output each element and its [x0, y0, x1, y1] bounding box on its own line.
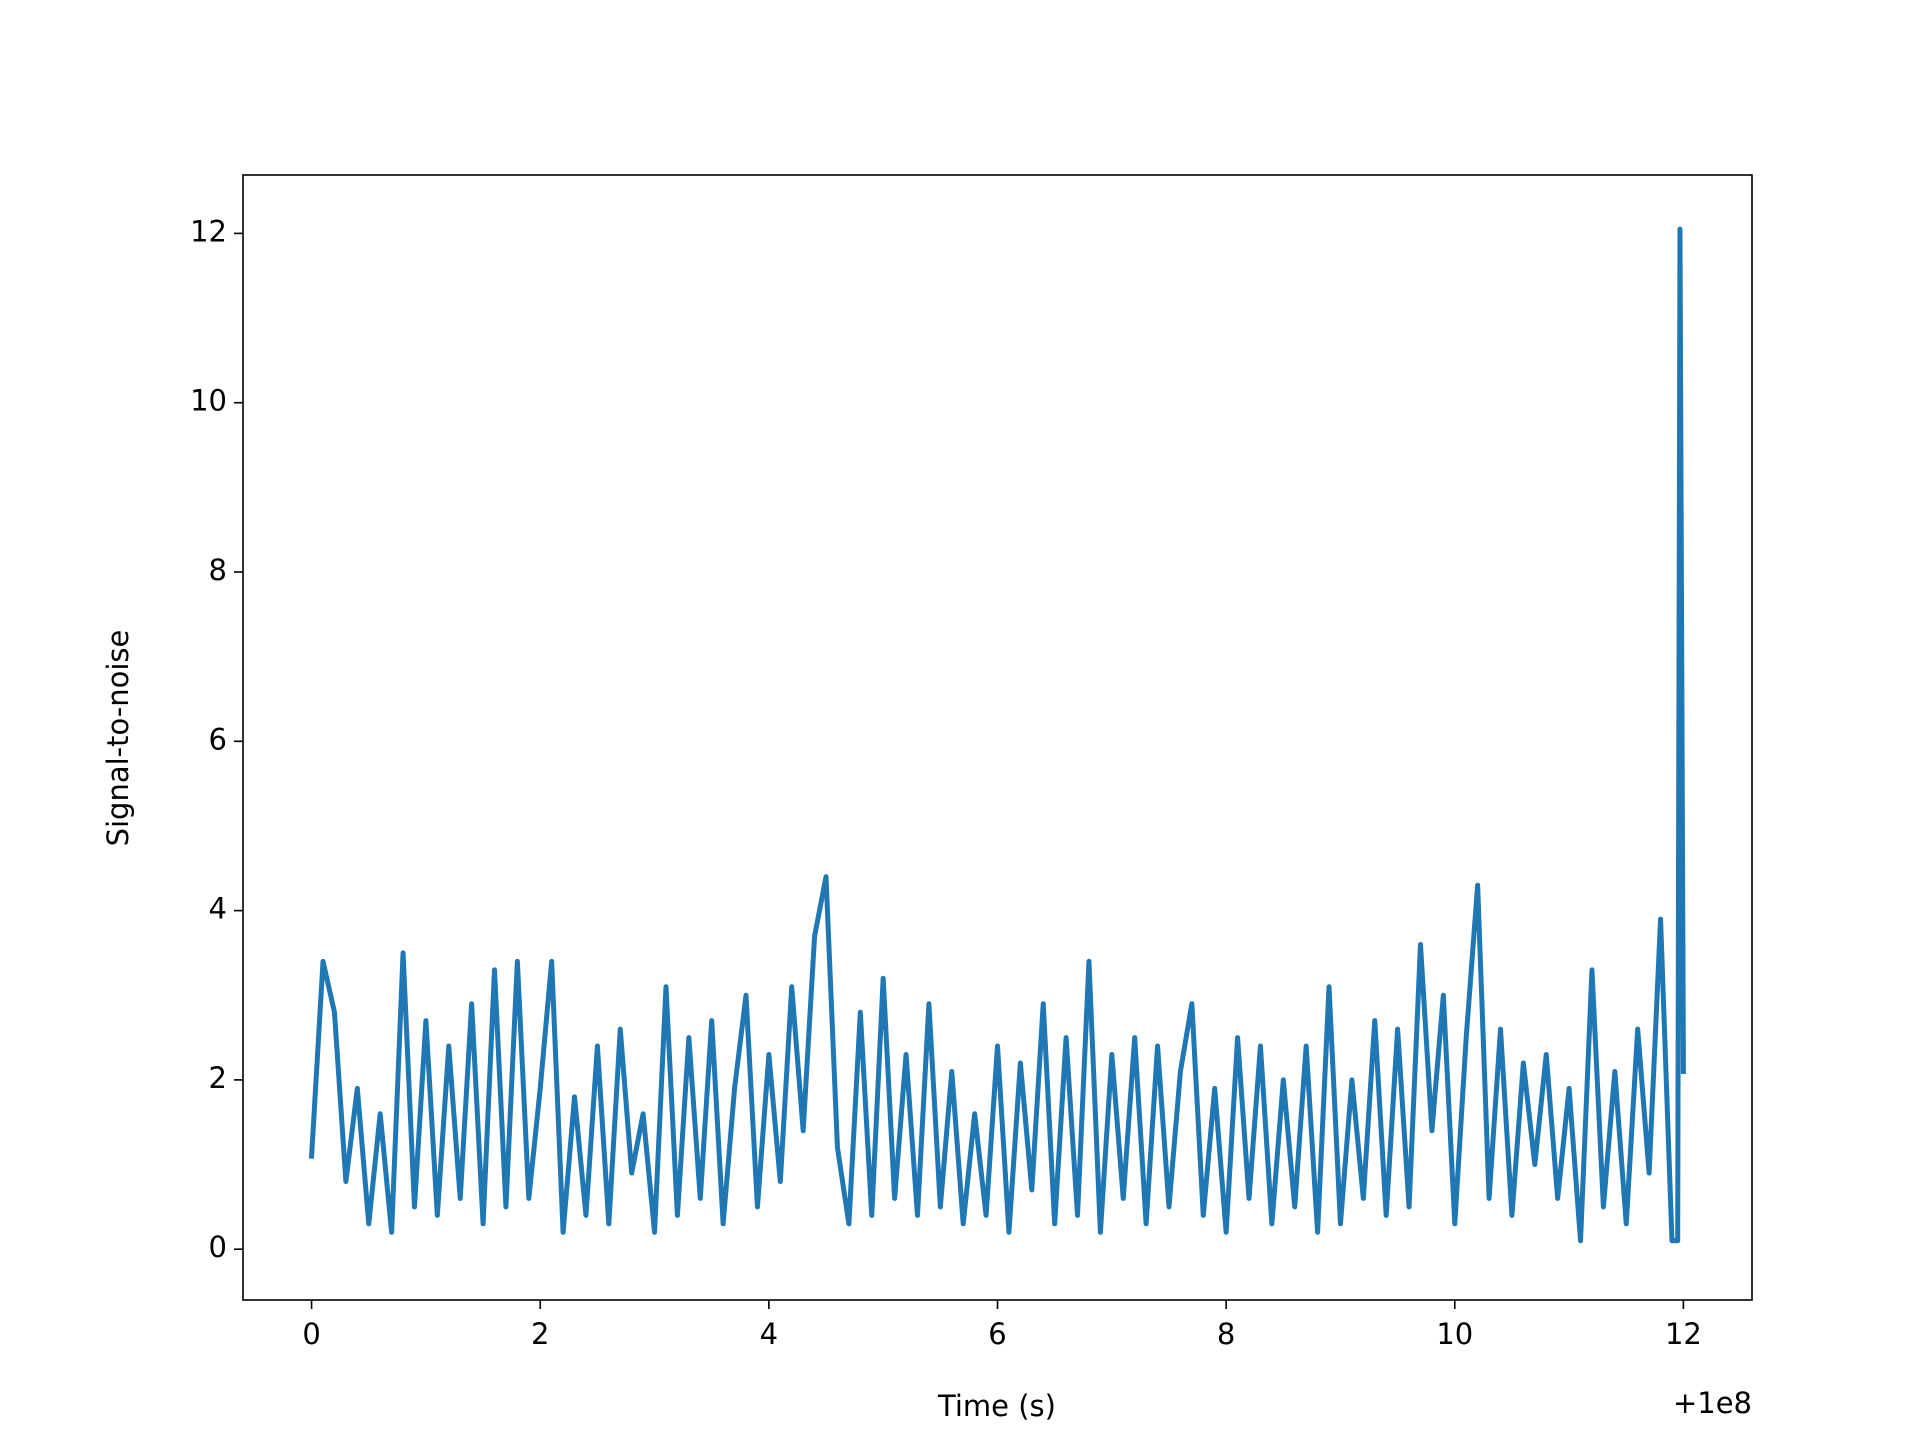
x-axis-label: Time (s) — [937, 1389, 1056, 1423]
x-tick-label: 6 — [988, 1317, 1006, 1351]
x-tick-label: 4 — [760, 1317, 778, 1351]
x-tick-label: 2 — [531, 1317, 549, 1351]
x-tick-label: 8 — [1217, 1317, 1235, 1351]
y-tick-label: 12 — [190, 214, 227, 248]
y-tick-label: 0 — [209, 1230, 227, 1264]
x-offset-label: +1e8 — [1673, 1386, 1752, 1420]
plot-frame — [242, 174, 1753, 1301]
x-tick-label: 0 — [302, 1317, 320, 1351]
y-tick-label: 2 — [209, 1061, 227, 1095]
y-tick-label: 10 — [190, 384, 227, 418]
y-tick-label: 4 — [209, 892, 227, 926]
data-line — [308, 226, 1686, 1244]
x-tick-label: 12 — [1665, 1317, 1702, 1351]
y-axis-label: Signal-to-noise — [101, 630, 135, 847]
y-tick-label: 8 — [209, 553, 227, 587]
x-tick-label: 10 — [1436, 1317, 1473, 1351]
y-tick-label: 6 — [209, 722, 227, 756]
